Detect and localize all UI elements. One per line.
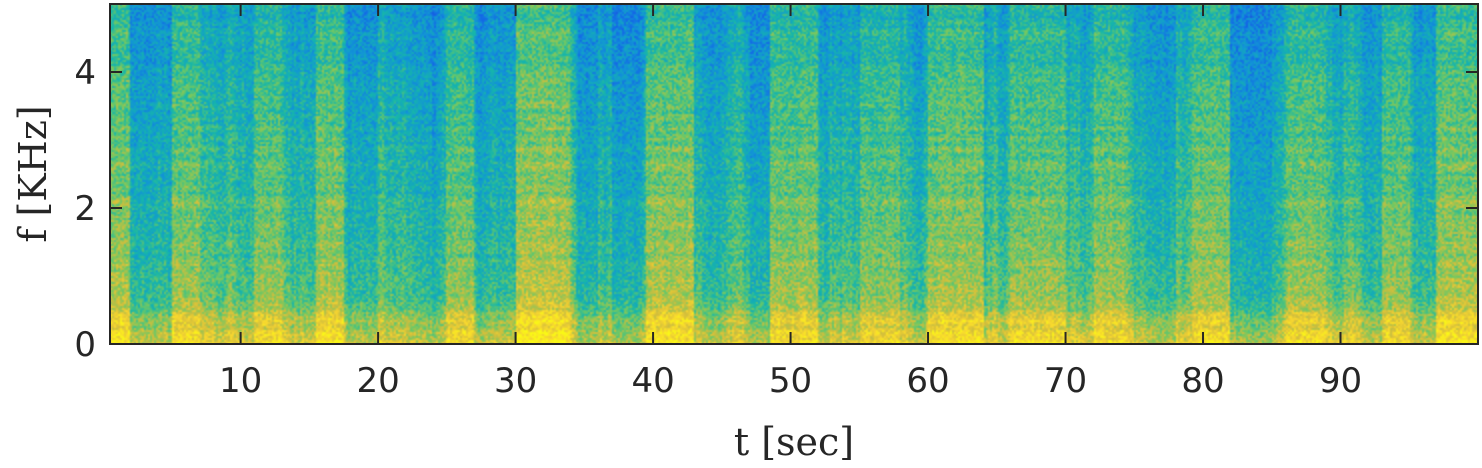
x-tick-label: 10 bbox=[219, 361, 262, 401]
y-axis-label: f [KHz] bbox=[11, 105, 55, 242]
x-tick-label: 90 bbox=[1319, 361, 1362, 401]
x-tick-label: 50 bbox=[769, 361, 812, 401]
y-tick-label: 2 bbox=[74, 189, 96, 229]
x-axis-label: t [sec] bbox=[734, 420, 854, 464]
x-tick-label: 70 bbox=[1044, 361, 1087, 401]
spectrogram-heatmap bbox=[110, 4, 1478, 344]
y-tick-label: 4 bbox=[74, 53, 96, 93]
x-tick-label: 80 bbox=[1181, 361, 1224, 401]
plot-area bbox=[109, 3, 1479, 345]
y-axis-ticks: 0 2 4 bbox=[74, 53, 1478, 365]
x-tick-label: 40 bbox=[631, 361, 674, 401]
x-axis-ticks: 10 20 30 40 50 60 70 80 90 bbox=[219, 4, 1362, 401]
x-tick-label: 30 bbox=[494, 361, 537, 401]
x-tick-label: 60 bbox=[906, 361, 949, 401]
y-tick-label: 0 bbox=[74, 325, 96, 365]
plot-frame bbox=[109, 3, 1479, 345]
x-tick-label: 20 bbox=[356, 361, 399, 401]
